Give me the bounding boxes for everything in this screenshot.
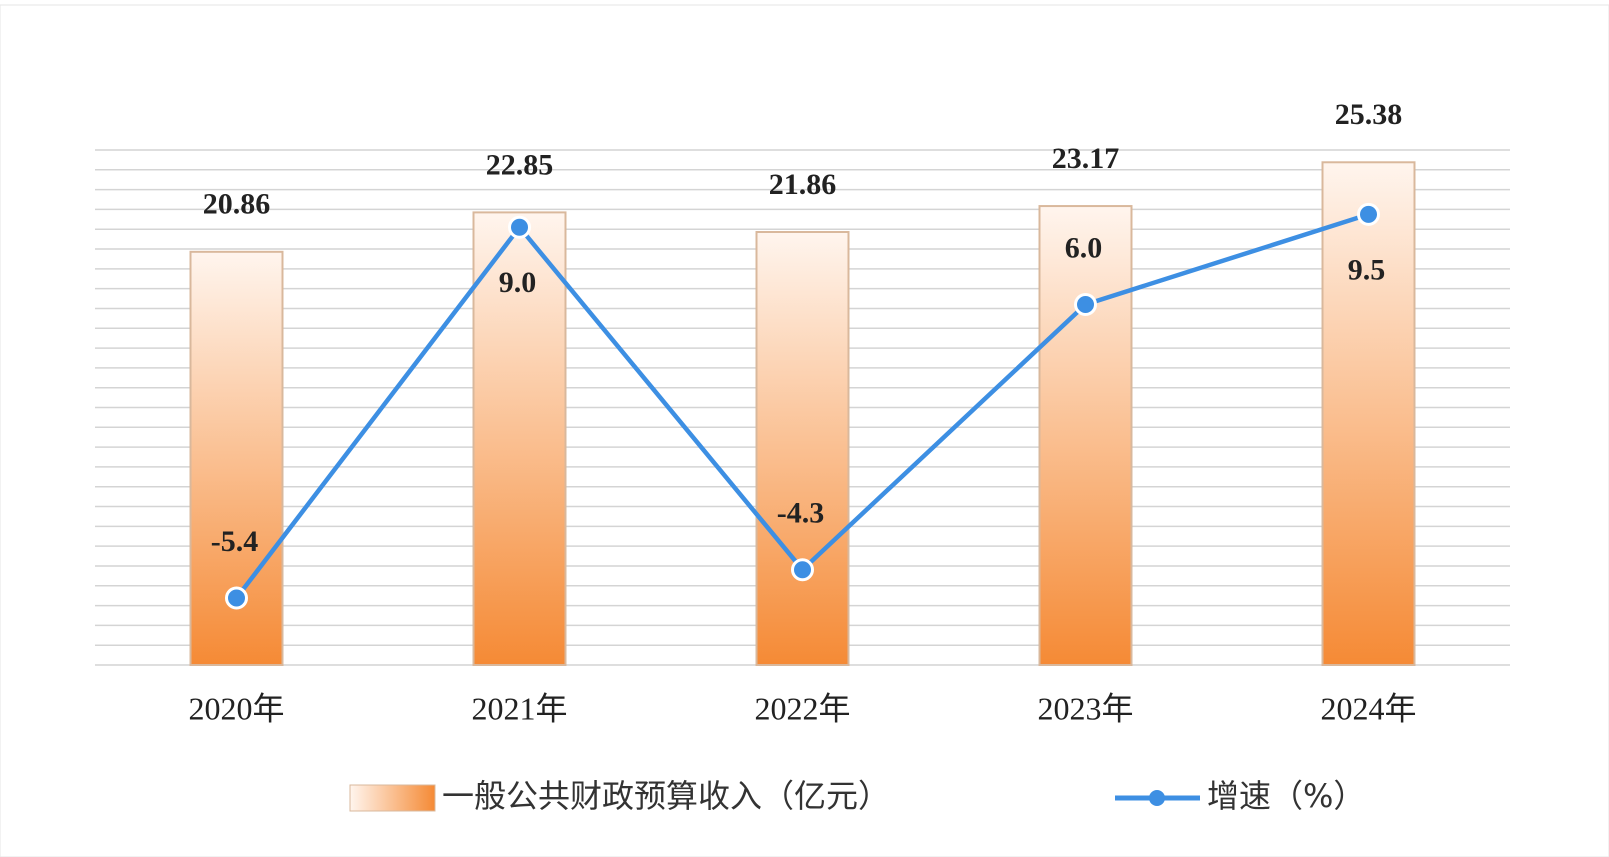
line-marker	[1357, 202, 1380, 226]
x-tick-label: 2022年	[754, 690, 850, 726]
bar	[1038, 205, 1133, 667]
x-tick-label: 2024年	[1320, 690, 1416, 726]
bar-value-label: 21.86	[769, 168, 837, 201]
line-marker	[508, 215, 531, 239]
legend-label: 一般公共财政预算收入（亿元）	[442, 777, 890, 815]
legend-swatch-marker	[1149, 790, 1165, 806]
line-marker	[791, 558, 814, 582]
line-value-label: 6.0	[1065, 231, 1103, 264]
line-value-label: 9.0	[499, 266, 537, 299]
bar-value-label: 20.86	[203, 188, 271, 221]
bar	[755, 231, 850, 666]
line-marker	[225, 586, 248, 610]
x-tick-label: 2020年	[188, 690, 284, 726]
line-value-label: -5.4	[211, 525, 259, 558]
line-value-label: 9.5	[1348, 253, 1386, 286]
line-marker	[1074, 293, 1097, 316]
line-value-label: -4.3	[777, 497, 825, 530]
bar	[1321, 161, 1416, 666]
x-tick-label: 2021年	[471, 690, 567, 726]
legend-label: 增速（%）	[1207, 777, 1365, 815]
bar	[472, 211, 567, 666]
bar-value-label: 22.85	[486, 148, 554, 181]
bar-value-label: 25.38	[1335, 98, 1403, 131]
bar-value-label: 23.17	[1052, 142, 1120, 175]
x-tick-label: 2023年	[1037, 690, 1133, 726]
legend-swatch	[349, 784, 436, 812]
